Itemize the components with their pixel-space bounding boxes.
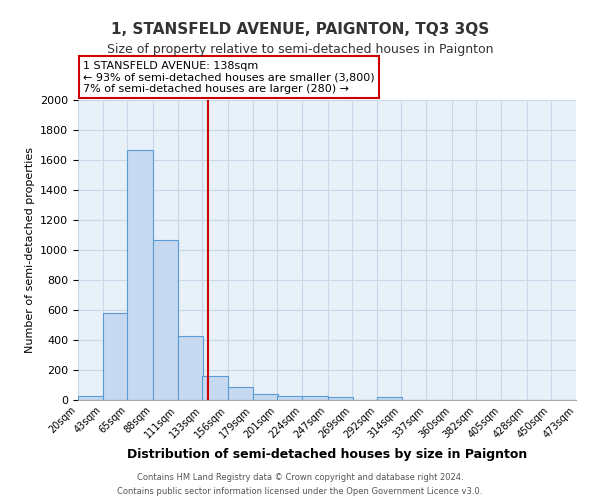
Bar (78, 396, 103, 400)
Bar (127, 150, 153, 400)
Text: 1 STANSFELD AVENUE: 138sqm
← 93% of semi-detached houses are smaller (3,800)
7% : 1 STANSFELD AVENUE: 138sqm ← 93% of semi… (83, 61, 374, 94)
X-axis label: Distribution of semi-detached houses by size in Paignton: Distribution of semi-detached houses by … (127, 448, 527, 461)
Bar (328, 397, 353, 400)
Bar (153, 240, 178, 400)
Bar (253, 394, 278, 400)
Text: Contains HM Land Registry data © Crown copyright and database right 2024.: Contains HM Land Registry data © Crown c… (137, 472, 463, 482)
Text: 1, STANSFELD AVENUE, PAIGNTON, TQ3 3QS: 1, STANSFELD AVENUE, PAIGNTON, TQ3 3QS (111, 22, 489, 38)
Bar (377, 397, 403, 400)
Bar (302, 396, 328, 400)
Text: Size of property relative to semi-detached houses in Paignton: Size of property relative to semi-detach… (107, 42, 493, 56)
Bar (202, 376, 227, 400)
Bar (277, 396, 302, 400)
Text: Contains public sector information licensed under the Open Government Licence v3: Contains public sector information licen… (118, 488, 482, 496)
Bar (227, 386, 253, 400)
Bar (178, 336, 203, 400)
Y-axis label: Number of semi-detached properties: Number of semi-detached properties (25, 147, 35, 353)
Bar (103, 313, 128, 400)
